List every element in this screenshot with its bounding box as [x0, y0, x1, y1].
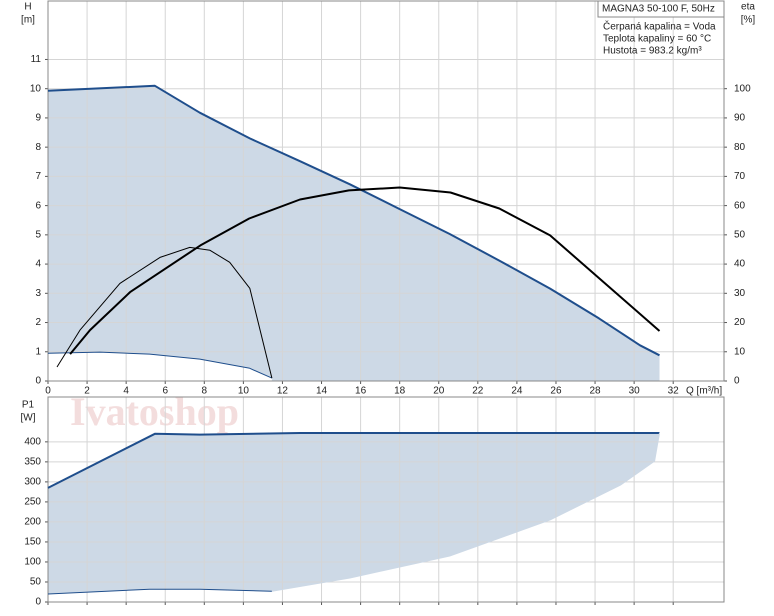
y2-tick-label: 50 [734, 229, 746, 240]
x-label: Q [m³/h] [686, 386, 722, 397]
x-tick-label: 0 [45, 386, 51, 397]
x-tick-label: 30 [629, 386, 641, 397]
x-tick-label: 4 [123, 386, 129, 397]
x-tick-label: 2 [84, 386, 90, 397]
y-tick-label: 50 [30, 577, 42, 588]
info-line: Hustota = 983.2 kg/m³ [603, 46, 702, 57]
plot-frame [47, 396, 725, 603]
y-unit: [m] [21, 15, 35, 26]
watermark: Ivatoshop [70, 389, 239, 434]
curve [271, 432, 660, 592]
y-tick-label: 100 [24, 557, 41, 568]
x-tick-label: 28 [589, 386, 601, 397]
x-tick-label: 16 [355, 386, 367, 397]
y-unit: [W] [21, 413, 36, 424]
y-tick-label: 2 [35, 317, 41, 328]
y-tick-label: 300 [24, 477, 41, 488]
y2-tick-label: 40 [734, 259, 746, 270]
curve [69, 186, 661, 355]
x-tick-label: 8 [202, 386, 208, 397]
x-tick-label: 20 [433, 386, 445, 397]
y-tick-label: 350 [24, 457, 41, 468]
info-box [597, 0, 725, 18]
x-tick-label: 10 [238, 386, 250, 397]
y-tick-label: 4 [35, 259, 41, 270]
y2-tick-label: 60 [734, 200, 746, 211]
y-tick-label: 250 [24, 497, 41, 508]
y-tick-label: 200 [24, 517, 41, 528]
y-tick-label: 1 [35, 346, 41, 357]
y2-tick-label: 30 [734, 288, 746, 299]
y-tick-label: 150 [24, 537, 41, 548]
x-tick-label: 22 [472, 386, 484, 397]
y-tick-label: 6 [35, 200, 41, 211]
y-tick-label: 7 [35, 171, 41, 182]
x-tick-label: 12 [277, 386, 289, 397]
y2-tick-label: 0 [734, 376, 740, 387]
info-line: Teplota kapaliny = 60 °C [603, 34, 711, 45]
y2-unit: [%] [741, 15, 756, 26]
y-tick-label: 10 [30, 83, 42, 94]
y-label: P1 [22, 400, 35, 411]
y-tick-label: 9 [35, 113, 41, 124]
shaded-area [48, 85, 660, 382]
y-tick-label: 400 [24, 436, 41, 447]
y2-tick-label: 80 [734, 142, 746, 153]
y-tick-label: 0 [35, 597, 41, 608]
y2-tick-label: 90 [734, 113, 746, 124]
info-line: Čerpaná kapalina = Voda [603, 20, 716, 33]
curve [47, 588, 272, 595]
y2-tick-label: 10 [734, 346, 746, 357]
curve [47, 351, 273, 379]
x-tick-label: 6 [162, 386, 168, 397]
curve [47, 84, 660, 357]
y-tick-label: 0 [35, 376, 41, 387]
shaded-area [48, 433, 660, 594]
plot-frame [47, 0, 725, 382]
info-title: MAGNA3 50-100 F, 50Hz [602, 4, 715, 15]
x-tick-label: 14 [316, 386, 328, 397]
y-tick-label: 5 [35, 229, 41, 240]
y-tick-label: 8 [35, 142, 41, 153]
y-tick-label: 3 [35, 288, 41, 299]
x-tick-label: 26 [550, 386, 562, 397]
y2-tick-label: 100 [734, 83, 751, 94]
y2-tick-label: 20 [734, 317, 746, 328]
panel: 0 2 4 6 8 10 12 14 16 18 20 22 24 26 28 30 3201234567891… [30, 0, 751, 397]
x-tick-label: 18 [394, 386, 406, 397]
x-tick-label: 32 [668, 386, 680, 397]
x-tick-label: 24 [511, 386, 523, 397]
y2-label: eta [741, 2, 755, 13]
y2-tick-label: 70 [734, 171, 746, 182]
curve [56, 246, 273, 379]
curve [47, 432, 660, 489]
y-label: H [24, 2, 31, 13]
y-tick-label: 11 [31, 54, 42, 65]
